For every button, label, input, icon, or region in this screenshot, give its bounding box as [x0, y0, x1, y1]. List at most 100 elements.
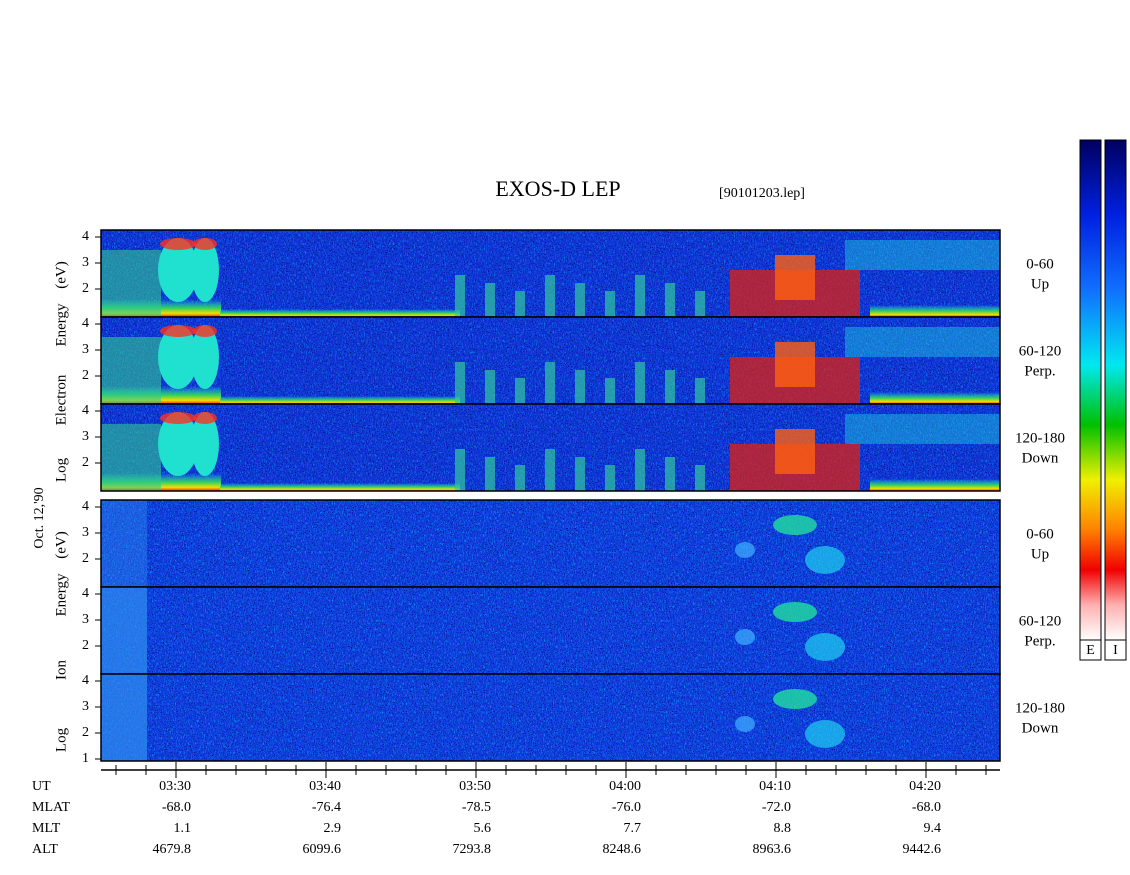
orbit-value: 04:10 [759, 779, 791, 794]
y-tick-label: 3 [82, 429, 89, 444]
panel-direction: Down [1022, 450, 1059, 466]
y-axis-label: Log [53, 457, 69, 482]
cyan-region [845, 327, 1000, 357]
orbit-value: 2.9 [324, 821, 342, 836]
colorbar [1104, 139, 1127, 641]
y-tick-label: 3 [82, 255, 89, 270]
panel-direction: Perp. [1024, 633, 1055, 649]
low-energy-band [870, 479, 1000, 491]
y-tick-label: 2 [82, 638, 89, 653]
burst [485, 457, 495, 491]
orbit-value: 6099.6 [303, 842, 342, 857]
burst [605, 291, 615, 317]
y-tick-label: 2 [82, 281, 89, 296]
panel-range: 120-180 [1015, 430, 1065, 446]
orbit-value: 9.4 [924, 821, 942, 836]
ion-feature [735, 542, 755, 558]
early-region [101, 587, 147, 674]
ion-feature [805, 720, 845, 748]
y-axis-label: Energy [53, 573, 69, 617]
cyan-region [845, 414, 1000, 444]
orbit-value: 8248.6 [603, 842, 642, 857]
burst [575, 283, 585, 317]
low-energy-band [870, 305, 1000, 317]
colorbar-label: E [1086, 643, 1095, 658]
burst [695, 465, 705, 491]
blob [191, 412, 219, 476]
y-axis-label: Energy [53, 303, 69, 347]
burst [635, 362, 645, 404]
panel-direction: Down [1022, 720, 1059, 736]
panel-frame [100, 673, 1001, 762]
y-tick-label: 4 [82, 673, 89, 688]
orbit-value: 4679.8 [153, 842, 192, 857]
early-region [101, 500, 147, 587]
y-tick-label: 2 [82, 368, 89, 383]
ion-feature [735, 716, 755, 732]
file-name: [90101203.lep] [719, 186, 805, 201]
blob [191, 325, 219, 389]
panel-range: 0-60 [1026, 256, 1054, 272]
y-axis-label: (eV) [53, 261, 69, 288]
y-axis-label: (eV) [53, 531, 69, 558]
y-tick-label: 2 [82, 725, 89, 740]
panel-frame [100, 403, 1001, 492]
colorbar-label-box [1104, 639, 1127, 661]
y-tick-label: 4 [82, 499, 89, 514]
blob-edge [193, 325, 217, 337]
burst [455, 362, 465, 404]
blob-edge [193, 412, 217, 424]
panel-range: 60-120 [1019, 613, 1062, 629]
burst [545, 275, 555, 317]
early-region [101, 674, 147, 761]
panel-direction: Up [1031, 276, 1049, 292]
ion-feature [773, 689, 817, 709]
orbit-value: -78.5 [462, 800, 491, 815]
blob [158, 238, 198, 302]
blob [191, 238, 219, 302]
low-energy-band [220, 396, 460, 404]
early-region [101, 424, 161, 491]
y-axis-label: Ion [53, 660, 69, 680]
ion-feature [735, 629, 755, 645]
orbit-value: 8.8 [774, 821, 792, 836]
orbit-value: 8963.6 [753, 842, 792, 857]
early-region [101, 250, 161, 317]
speckle [101, 500, 1000, 587]
orbit-row-label: ALT [32, 842, 58, 857]
orbit-value: 7293.8 [453, 842, 492, 857]
burst [515, 291, 525, 317]
colorbar [1079, 139, 1102, 641]
orbit-value: 04:20 [909, 779, 941, 794]
y-tick-label: 3 [82, 612, 89, 627]
panel-range: 60-120 [1019, 343, 1062, 359]
burst [455, 275, 465, 317]
panel-range: 0-60 [1026, 526, 1054, 542]
blob [158, 412, 198, 476]
burst [545, 362, 555, 404]
ion-feature [805, 633, 845, 661]
orbit-value: 03:50 [459, 779, 491, 794]
blob [158, 325, 198, 389]
burst [515, 378, 525, 404]
burst [665, 457, 675, 491]
burst [455, 449, 465, 491]
orbit-value: -68.0 [912, 800, 941, 815]
panel-direction: Perp. [1024, 363, 1055, 379]
blob-edge [160, 325, 196, 337]
colorbar-label-box [1079, 639, 1102, 661]
y-axis-label: Log [53, 727, 69, 752]
orbit-value: 7.7 [624, 821, 642, 836]
y-tick-label: 4 [82, 229, 89, 244]
active-region [775, 255, 815, 300]
cyan-region [845, 240, 1000, 270]
y-axis-label: Electron [53, 374, 69, 425]
date-label: Oct. 12,'90 [32, 487, 47, 548]
burst [575, 370, 585, 404]
orbit-row-label: MLT [32, 821, 61, 836]
burst [605, 378, 615, 404]
burst [665, 370, 675, 404]
low-energy-band [870, 392, 1000, 404]
blob-edge [160, 238, 196, 250]
